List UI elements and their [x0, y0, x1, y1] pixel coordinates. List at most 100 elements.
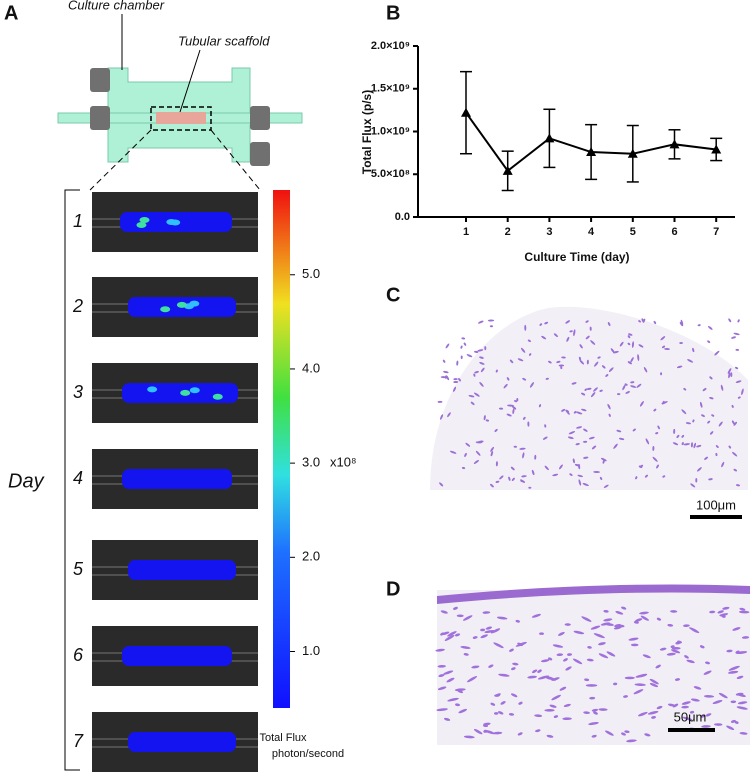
nucleus: [468, 395, 475, 398]
nucleus: [565, 320, 570, 324]
nucleus: [443, 670, 454, 675]
nucleus: [470, 401, 475, 406]
nucleus: [638, 465, 643, 469]
nucleus: [438, 674, 445, 678]
nucleus: [480, 634, 488, 639]
nucleus: [564, 623, 571, 626]
nucleus: [593, 711, 598, 715]
panel-label: D: [386, 578, 400, 600]
nucleus: [517, 358, 524, 362]
nucleus: [727, 368, 732, 374]
nucleus: [728, 318, 732, 323]
nucleus: [453, 380, 459, 383]
colorbar-tick-label: 4.0: [302, 360, 320, 375]
nucleus: [565, 409, 569, 413]
nucleus: [730, 372, 733, 377]
nucleus: [480, 367, 485, 373]
nucleus: [520, 347, 526, 353]
nucleus: [527, 339, 531, 343]
data-marker: [544, 133, 555, 143]
nucleus: [624, 676, 635, 680]
day-label: 4: [73, 468, 83, 488]
nucleus: [578, 356, 582, 361]
nucleus: [537, 669, 542, 673]
nucleus: [671, 647, 681, 650]
nucleus: [485, 626, 493, 630]
nucleus: [613, 350, 619, 354]
nucleus: [449, 450, 457, 454]
nucleus: [516, 397, 519, 402]
culture-chamber-diagram: [57, 14, 303, 191]
nucleus: [693, 686, 702, 690]
nucleus: [714, 350, 720, 356]
day-label: 1: [73, 211, 83, 231]
nucleus: [679, 341, 683, 344]
x-tick-label: 2: [505, 226, 511, 238]
day-label: 6: [73, 645, 84, 665]
nucleus: [667, 623, 674, 627]
nucleus: [457, 689, 464, 694]
nucleus: [573, 329, 576, 337]
nucleus: [699, 401, 703, 408]
nucleus: [534, 714, 543, 718]
nucleus: [588, 721, 599, 726]
nucleus: [647, 711, 659, 715]
nucleus: [666, 652, 676, 656]
nucleus: [579, 344, 583, 349]
nucleus: [566, 336, 570, 342]
nucleus: [584, 388, 588, 391]
nucleus: [497, 711, 504, 715]
nucleus: [715, 445, 719, 448]
nucleus: [487, 319, 495, 322]
nucleus: [437, 686, 447, 691]
nucleus: [597, 356, 601, 359]
nucleus: [522, 377, 527, 381]
nucleus: [681, 409, 687, 415]
nucleus: [458, 708, 468, 714]
nucleus: [672, 703, 679, 708]
nucleus: [437, 665, 446, 668]
nucleus: [586, 387, 592, 390]
nucleus: [603, 609, 609, 613]
nucleus: [619, 341, 624, 347]
nucleus: [739, 607, 746, 611]
nucleus: [709, 397, 714, 400]
data-marker: [461, 107, 471, 117]
data-marker: [711, 144, 722, 154]
nucleus: [626, 739, 637, 743]
nucleus: [538, 404, 542, 408]
nucleus: [613, 443, 618, 449]
nucleus: [535, 729, 541, 733]
nucleus: [676, 434, 680, 439]
nucleus: [636, 383, 642, 388]
nucleus: [590, 340, 596, 345]
nucleus: [532, 669, 538, 674]
nucleus: [649, 683, 659, 688]
nucleus: [726, 649, 733, 653]
nucleus: [440, 610, 448, 614]
nucleus: [548, 360, 552, 364]
nucleus: [447, 697, 459, 702]
nucleus: [718, 421, 723, 427]
nucleus: [738, 610, 750, 614]
nucleus: [563, 703, 571, 708]
panel-label: B: [386, 2, 400, 24]
nucleus: [585, 684, 598, 687]
nucleus: [559, 686, 567, 691]
nucleus: [537, 675, 550, 680]
nucleus: [662, 475, 666, 478]
nucleus: [598, 642, 606, 646]
nucleus: [493, 642, 504, 649]
nucleus: [573, 630, 585, 635]
nucleus: [621, 606, 627, 610]
nucleus: [601, 365, 606, 369]
nucleus: [484, 346, 487, 351]
nucleus: [737, 701, 748, 705]
nucleus: [435, 648, 445, 652]
signal-hotspot: [166, 219, 177, 226]
nucleus: [544, 321, 549, 325]
nucleus: [697, 324, 701, 327]
nucleus: [653, 320, 657, 325]
nucleus: [473, 392, 480, 397]
